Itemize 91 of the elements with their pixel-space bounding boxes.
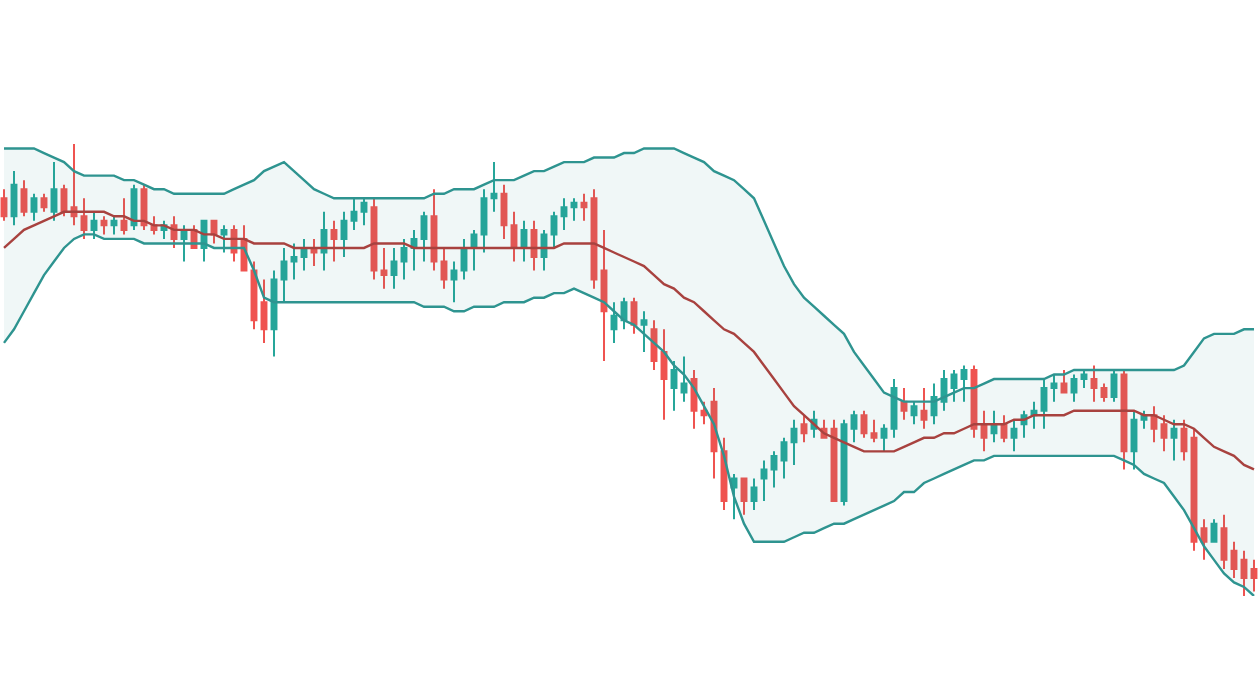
candlestick	[680, 355, 688, 403]
candlestick	[950, 369, 958, 403]
candlestick	[490, 161, 498, 213]
candlestick	[270, 269, 278, 358]
candlestick	[120, 197, 128, 236]
candlestick	[960, 364, 968, 403]
candlestick	[1170, 418, 1178, 462]
candlestick	[1250, 558, 1258, 593]
candlestick	[350, 197, 358, 231]
candlestick	[1090, 364, 1098, 403]
candlestick	[1240, 549, 1248, 596]
candlestick	[30, 192, 38, 222]
candlestick	[100, 215, 108, 236]
candlestick	[180, 224, 188, 263]
candlestick	[980, 409, 988, 453]
candlestick	[480, 188, 488, 254]
candlestick	[340, 210, 348, 258]
candlestick	[870, 418, 878, 444]
candlestick	[90, 210, 98, 240]
candlestick	[320, 210, 328, 272]
candlestick	[1230, 540, 1238, 579]
candlestick	[1050, 373, 1058, 403]
candlestick	[110, 215, 118, 236]
candlestick	[1010, 418, 1018, 453]
candlestick	[550, 210, 558, 249]
candlestick	[430, 188, 438, 272]
candlestick	[20, 179, 28, 218]
candlestick	[1130, 409, 1138, 471]
candlestick	[380, 246, 388, 290]
candlestick	[780, 436, 788, 480]
candlestick	[390, 246, 398, 290]
candlestick	[1100, 382, 1108, 403]
candlestick	[1140, 409, 1148, 430]
candlestick	[880, 423, 888, 453]
candlestick	[1080, 369, 1088, 390]
candlestick	[0, 188, 8, 222]
candlestick	[1180, 418, 1188, 462]
candlestick	[760, 459, 768, 503]
candlestick	[500, 183, 508, 240]
candlestick	[260, 278, 268, 344]
candlestick	[400, 237, 408, 281]
candlestick	[1220, 513, 1228, 570]
candlestick	[510, 210, 518, 263]
candlestick	[460, 237, 468, 281]
candlestick	[850, 409, 858, 444]
candlestick	[750, 477, 758, 512]
candlestick	[770, 450, 778, 489]
candlestick	[1160, 414, 1168, 453]
candlestick	[50, 161, 58, 222]
candlestick	[520, 219, 528, 263]
candlestick	[540, 228, 548, 272]
candlestick	[420, 210, 428, 263]
candlestick	[1200, 518, 1208, 561]
candlestick	[470, 228, 478, 272]
candlestick	[530, 219, 538, 272]
candlestick	[670, 359, 678, 412]
candlestick	[990, 409, 998, 444]
candlestick	[70, 144, 78, 227]
candlestick	[640, 310, 648, 353]
candlestick	[280, 246, 288, 304]
candlestick	[800, 414, 808, 444]
candlestick	[220, 224, 228, 254]
candlestick	[740, 477, 748, 516]
candlestick	[300, 237, 308, 272]
candlestick	[1150, 405, 1158, 444]
candlestick	[80, 197, 88, 240]
candlestick	[330, 219, 338, 263]
candlestick	[600, 228, 608, 362]
candlestick	[440, 246, 448, 290]
candlestick	[920, 387, 928, 430]
candlestick	[570, 197, 578, 222]
candlestick	[580, 192, 588, 222]
candlestick	[900, 387, 908, 421]
candlestick	[410, 228, 418, 272]
candlestick	[790, 418, 798, 466]
candlestick	[660, 328, 668, 421]
candlestick	[560, 197, 568, 231]
candlestick	[910, 400, 918, 426]
candlestick	[40, 192, 48, 213]
candlestick	[450, 260, 458, 304]
candlestick	[310, 237, 318, 268]
candlestick	[290, 242, 298, 281]
candlestick	[730, 472, 738, 521]
candlestick	[860, 409, 868, 439]
candlestick	[1060, 369, 1068, 394]
candlestick	[360, 197, 368, 227]
candlestick	[10, 170, 18, 227]
candlestick	[1070, 373, 1078, 403]
candlestick	[1030, 400, 1038, 430]
candlestick	[610, 301, 618, 344]
candlestick	[1040, 378, 1048, 430]
